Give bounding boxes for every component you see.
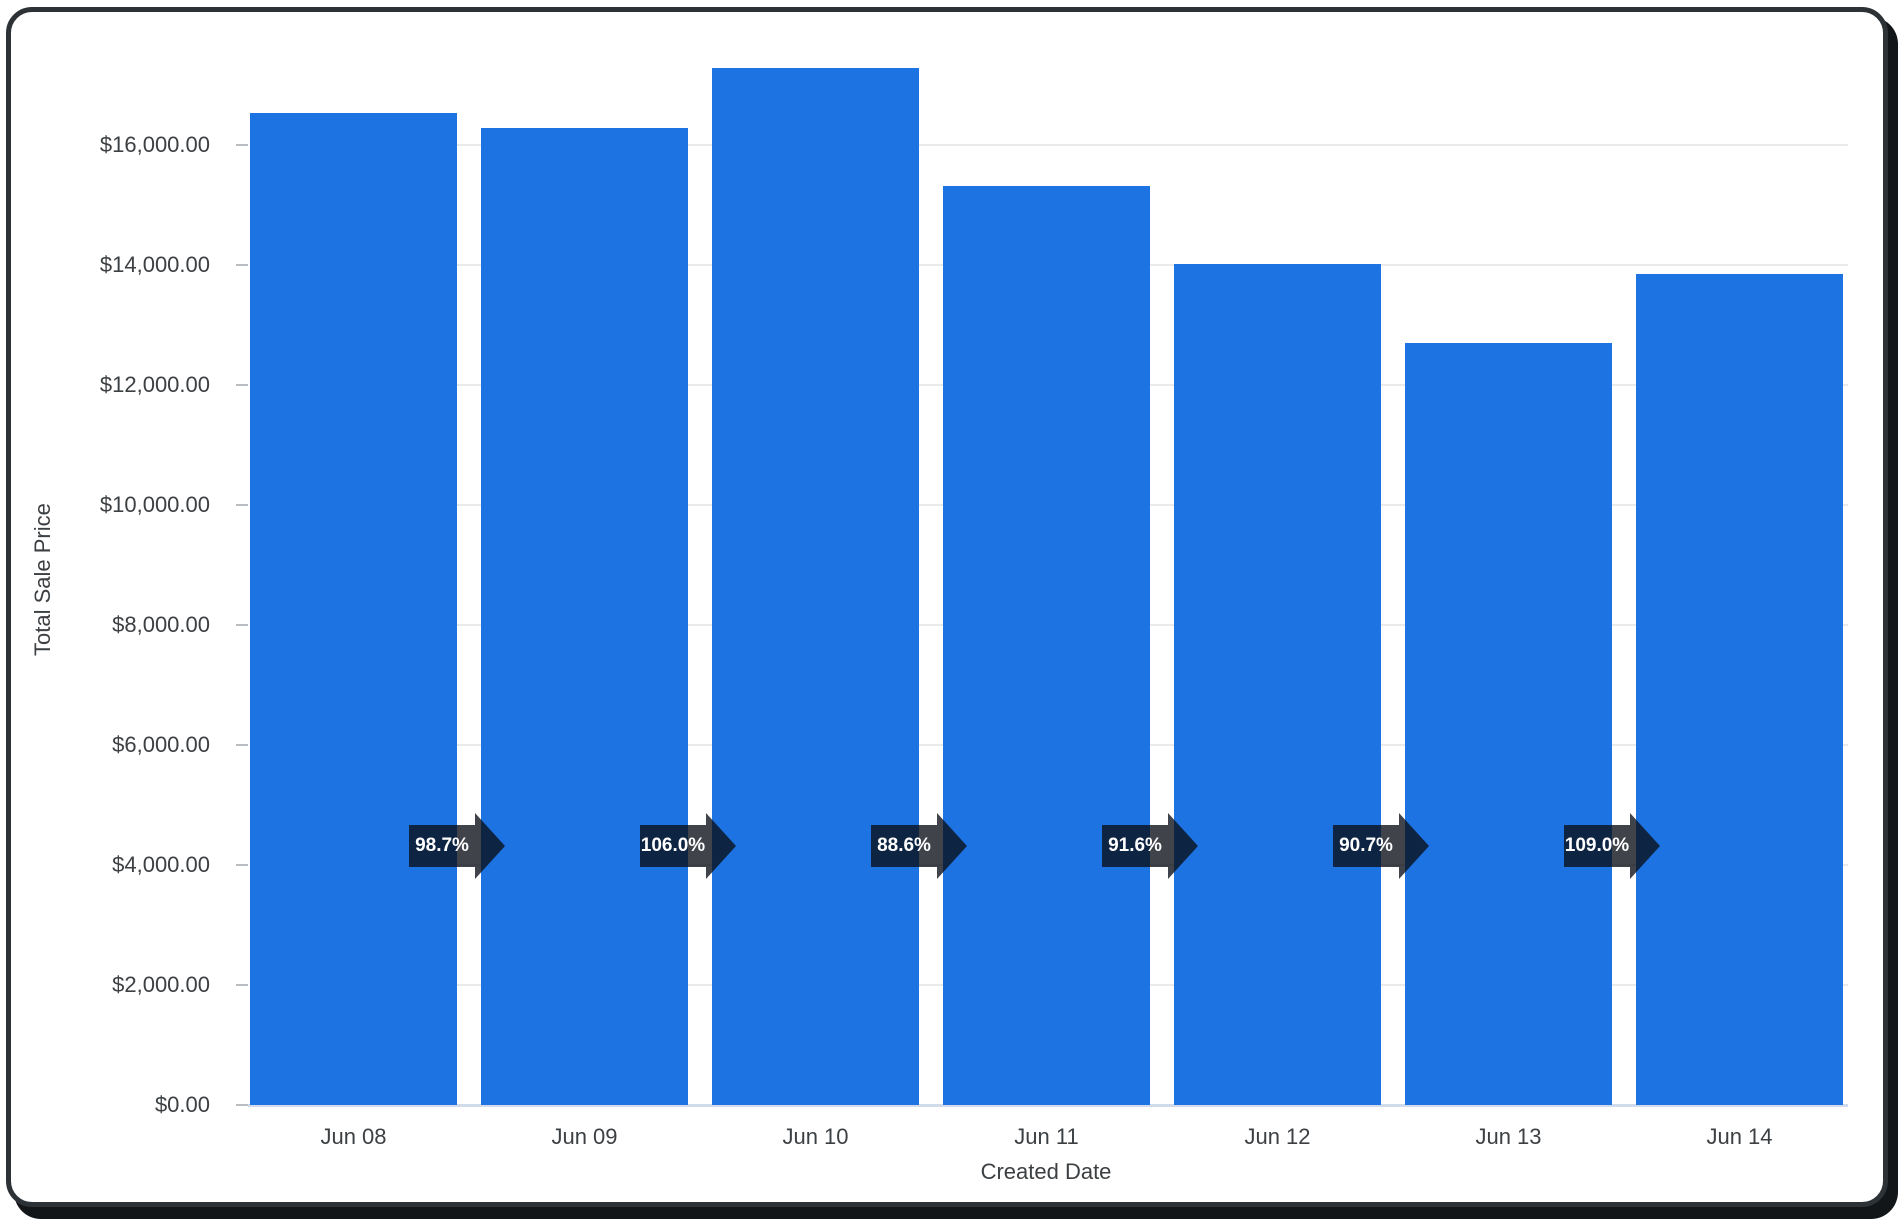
- y-axis-tick-label: $4,000.00: [112, 852, 210, 877]
- y-axis-tick-label: $8,000.00: [112, 612, 210, 637]
- y-axis-tick: [236, 624, 248, 626]
- y-axis-tick-label: $6,000.00: [112, 732, 210, 757]
- percent-change-label: 88.6%: [877, 835, 931, 856]
- percent-change-label: 98.7%: [415, 835, 469, 856]
- x-axis-baseline: [248, 1104, 1848, 1107]
- y-axis-tick: [236, 744, 248, 746]
- gridline: [250, 144, 1848, 146]
- percent-change-label: 90.7%: [1339, 835, 1393, 856]
- x-axis-tick-label: Jun 09: [551, 1124, 618, 1149]
- bar-jun-10[interactable]: [712, 68, 919, 1105]
- bar-jun-14[interactable]: [1636, 274, 1843, 1105]
- x-axis-tick-label: Jun 12: [1244, 1124, 1311, 1149]
- y-axis-tick: [236, 864, 248, 866]
- x-axis-title: Created Date: [980, 1159, 1112, 1184]
- x-axis-tick-label: Jun 13: [1475, 1124, 1542, 1149]
- y-axis-tick: [236, 1104, 248, 1106]
- y-axis-tick-label: $12,000.00: [99, 372, 210, 397]
- percent-change-label: 106.0%: [640, 835, 706, 856]
- x-axis-tick-label: Jun 14: [1706, 1124, 1773, 1149]
- x-axis-tick-label: Jun 11: [1014, 1124, 1079, 1149]
- y-axis-tick: [236, 984, 248, 986]
- y-axis-tick-label: $10,000.00: [99, 492, 210, 517]
- bar-jun-08[interactable]: [250, 113, 457, 1105]
- bar-jun-09[interactable]: [481, 128, 688, 1105]
- bar-jun-12[interactable]: [1174, 263, 1381, 1105]
- y-axis-tick: [236, 144, 248, 146]
- y-axis-tick: [236, 384, 248, 386]
- percent-change-label: 91.6%: [1108, 835, 1162, 856]
- y-axis-tick-label: $16,000.00: [99, 132, 210, 157]
- y-axis-tick-label: $2,000.00: [112, 972, 210, 997]
- percent-change-label: 109.0%: [1564, 835, 1630, 856]
- y-axis-tick: [236, 504, 248, 506]
- bar-jun-13[interactable]: [1405, 343, 1612, 1105]
- x-axis-tick-label: Jun 10: [782, 1124, 849, 1149]
- y-axis-tick-label: $14,000.00: [99, 252, 210, 277]
- x-axis-tick-label: Jun 08: [320, 1124, 387, 1149]
- bar-jun-11[interactable]: [943, 185, 1150, 1105]
- y-axis-tick-label: $0.00: [154, 1092, 210, 1117]
- y-axis-tick: [236, 264, 248, 266]
